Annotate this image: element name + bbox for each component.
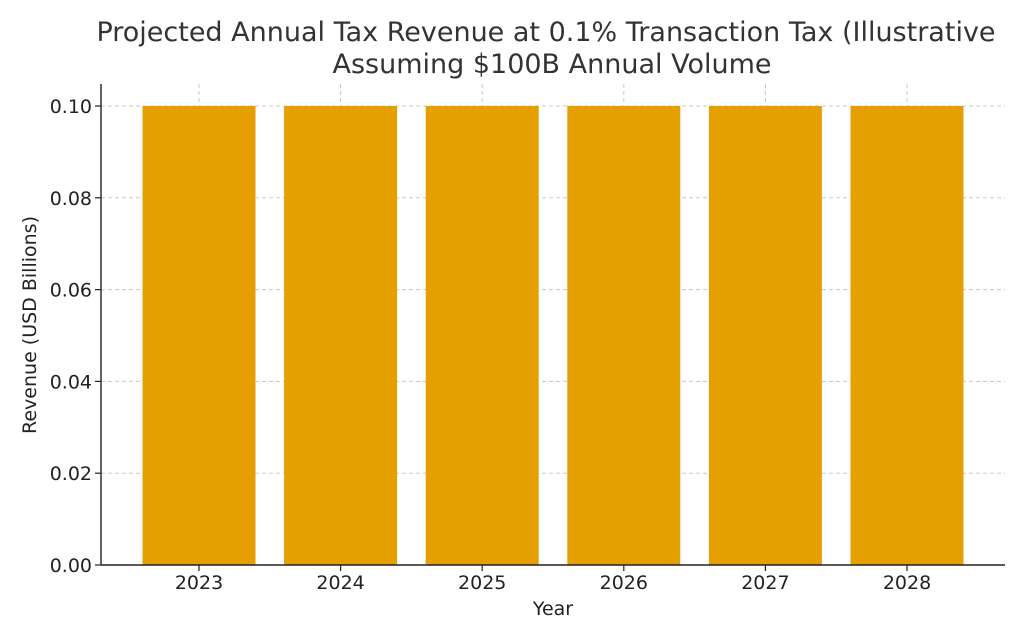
bars [142, 106, 964, 565]
axes [100, 84, 1005, 566]
y-tick-label: 0.02 [50, 463, 92, 485]
y-axis-label: Revenue (USD Billions) [19, 216, 41, 434]
chart-title: Projected Annual Tax Revenue at 0.1% Tra… [96, 17, 995, 48]
bar-2023 [142, 106, 256, 565]
bar-2026 [567, 106, 681, 565]
bar-2025 [425, 106, 539, 565]
bar-2024 [284, 106, 398, 565]
x-tick-label: 2023 [175, 572, 223, 594]
y-tick-label: 0.10 [50, 96, 92, 118]
x-tick-label: 2026 [600, 572, 648, 594]
y-tick-label: 0.00 [50, 555, 92, 577]
bar-2028 [850, 106, 964, 565]
chart-subtitle: Assuming $100B Annual Volume [332, 49, 771, 80]
bar-2027 [708, 106, 822, 565]
x-tick-label: 2028 [883, 572, 931, 594]
y-tick-label: 0.04 [50, 371, 92, 393]
y-tick-label: 0.06 [50, 280, 92, 302]
x-tick-label: 2025 [458, 572, 506, 594]
x-tick-label: 2024 [316, 572, 364, 594]
x-axis-label: Year [532, 598, 573, 620]
y-tick-label: 0.08 [50, 188, 92, 210]
tick-labels: 0.00 0.02 0.04 0.06 0.08 0.10 2023 2024 2025 2026… [50, 96, 931, 594]
x-tick-label: 2027 [741, 572, 789, 594]
